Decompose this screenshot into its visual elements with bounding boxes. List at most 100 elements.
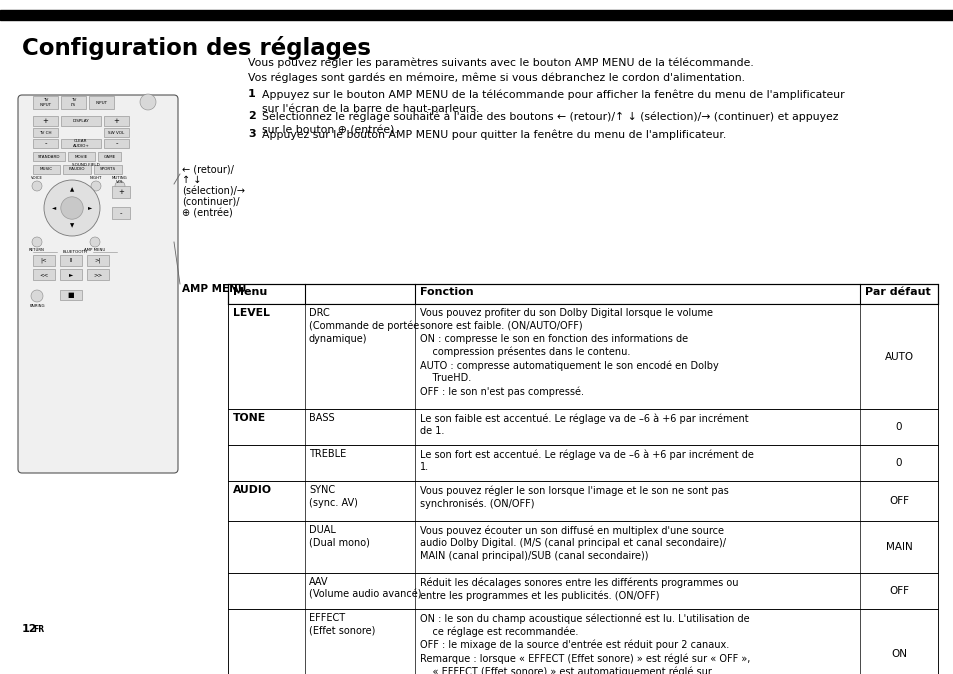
Text: BLUETOOTH: BLUETOOTH xyxy=(63,250,88,254)
Text: ↑ ↓: ↑ ↓ xyxy=(182,175,201,185)
Text: -: - xyxy=(44,140,47,146)
Text: AUDIO: AUDIO xyxy=(233,485,272,495)
Text: GAME: GAME xyxy=(103,154,115,158)
Text: +: + xyxy=(43,118,49,124)
Text: MOVIE: MOVIE xyxy=(74,154,88,158)
Bar xyxy=(33,128,58,137)
Text: P.AUDIO: P.AUDIO xyxy=(69,168,85,171)
Bar xyxy=(228,304,937,409)
Text: 3: 3 xyxy=(248,129,255,139)
Text: 0: 0 xyxy=(895,458,902,468)
Text: VOICE: VOICE xyxy=(30,176,43,180)
Text: SW VOL: SW VOL xyxy=(109,131,125,135)
Text: TREBLE: TREBLE xyxy=(309,449,346,459)
Bar xyxy=(33,139,58,148)
Text: |<: |< xyxy=(41,257,48,264)
Bar xyxy=(228,609,937,674)
Bar xyxy=(228,284,937,304)
Bar xyxy=(228,573,937,609)
Text: PAIRING: PAIRING xyxy=(30,304,45,308)
Text: SPORTS: SPORTS xyxy=(100,168,116,171)
Text: ON: ON xyxy=(890,649,906,659)
Text: INPUT: INPUT xyxy=(95,100,108,104)
Text: VOL: VOL xyxy=(115,180,124,184)
Bar xyxy=(33,255,55,266)
Circle shape xyxy=(140,94,156,110)
Bar xyxy=(104,116,129,126)
Text: MUTING: MUTING xyxy=(112,176,128,180)
Bar xyxy=(112,207,130,219)
Text: SYNC
(sync. AV): SYNC (sync. AV) xyxy=(309,485,357,508)
Bar xyxy=(104,139,129,148)
Text: II: II xyxy=(70,258,72,263)
Text: TV CH: TV CH xyxy=(39,131,51,135)
Bar xyxy=(0,10,953,20)
Text: ►: ► xyxy=(88,206,92,210)
Text: Sélectionnez le réglage souhaité à l'aide des boutons ← (retour)/↑ ↓ (sélection): Sélectionnez le réglage souhaité à l'aid… xyxy=(262,111,838,135)
Text: SOUND FIELD: SOUND FIELD xyxy=(72,163,100,167)
Text: OFF: OFF xyxy=(888,586,908,596)
Bar xyxy=(68,152,95,161)
Text: MUSIC: MUSIC xyxy=(40,168,53,171)
Text: AMP MENU: AMP MENU xyxy=(182,284,246,294)
Bar xyxy=(87,269,109,280)
Text: ►: ► xyxy=(69,272,73,277)
Circle shape xyxy=(90,237,100,247)
Circle shape xyxy=(44,180,100,236)
Circle shape xyxy=(115,181,125,191)
Text: ON : le son du champ acoustique sélectionné est lu. L'utilisation de
    ce régl: ON : le son du champ acoustique sélectio… xyxy=(419,613,750,674)
Text: (continuer)/: (continuer)/ xyxy=(182,197,239,207)
Text: TV
INPUT: TV INPUT xyxy=(39,98,51,106)
Text: TONE: TONE xyxy=(233,413,266,423)
Text: NIGHT: NIGHT xyxy=(90,176,102,180)
Bar xyxy=(98,152,121,161)
Bar xyxy=(228,481,937,521)
Text: OFF: OFF xyxy=(888,496,908,506)
Circle shape xyxy=(32,237,42,247)
Text: DUAL
(Dual mono): DUAL (Dual mono) xyxy=(309,525,370,548)
Text: STANDARD: STANDARD xyxy=(38,154,60,158)
Text: AMP MENU: AMP MENU xyxy=(84,248,106,252)
Bar xyxy=(94,165,122,174)
Bar xyxy=(60,290,82,300)
Bar xyxy=(228,409,937,445)
Text: Par défaut: Par défaut xyxy=(864,287,930,297)
Text: AUTO: AUTO xyxy=(883,352,913,361)
Text: AAV
(Volume audio avancé): AAV (Volume audio avancé) xyxy=(309,577,421,600)
Text: 2: 2 xyxy=(248,111,255,121)
Bar xyxy=(112,186,130,198)
Bar xyxy=(89,96,113,109)
Text: +: + xyxy=(118,189,124,195)
Text: (sélection)/→: (sélection)/→ xyxy=(182,186,245,196)
Circle shape xyxy=(32,181,42,191)
Text: ◄: ◄ xyxy=(51,206,56,210)
Text: ⊕ (entrée): ⊕ (entrée) xyxy=(182,208,233,218)
Text: ▲: ▲ xyxy=(70,187,74,192)
Bar xyxy=(61,96,86,109)
Text: >|: >| xyxy=(94,257,101,264)
Text: RETURN: RETURN xyxy=(29,248,45,252)
Text: Fonction: Fonction xyxy=(419,287,473,297)
Text: FR: FR xyxy=(33,625,44,634)
Text: BASS: BASS xyxy=(309,413,335,423)
Text: LEVEL: LEVEL xyxy=(233,308,270,318)
Text: Vous pouvez régler le son lorsque l'image et le son ne sont pas
synchronisés. (O: Vous pouvez régler le son lorsque l'imag… xyxy=(419,485,728,509)
Text: Le son faible est accentué. Le réglage va de –6 à +6 par incrément
de 1.: Le son faible est accentué. Le réglage v… xyxy=(419,413,748,436)
Text: TV
I/S: TV I/S xyxy=(71,98,76,106)
Text: -: - xyxy=(115,140,117,146)
Text: DISPLAY: DISPLAY xyxy=(72,119,90,123)
Bar xyxy=(228,521,937,573)
Text: ← (retour)/: ← (retour)/ xyxy=(182,164,233,174)
Bar xyxy=(61,139,101,148)
Text: Vous pouvez écouter un son diffusé en multiplex d'une source
audio Dolby Digital: Vous pouvez écouter un son diffusé en mu… xyxy=(419,525,725,561)
Text: >>: >> xyxy=(93,272,103,277)
Text: 12: 12 xyxy=(22,624,37,634)
Text: Menu: Menu xyxy=(233,287,267,297)
Text: 1: 1 xyxy=(248,89,255,99)
Bar xyxy=(33,96,58,109)
Text: Le son fort est accentué. Le réglage va de –6 à +6 par incrément de
1.: Le son fort est accentué. Le réglage va … xyxy=(419,449,753,472)
Bar xyxy=(33,152,65,161)
Text: Vous pouvez régler les paramètres suivants avec le bouton AMP MENU de la télécom: Vous pouvez régler les paramètres suivan… xyxy=(248,58,753,84)
Bar xyxy=(33,165,60,174)
FancyBboxPatch shape xyxy=(18,95,178,473)
